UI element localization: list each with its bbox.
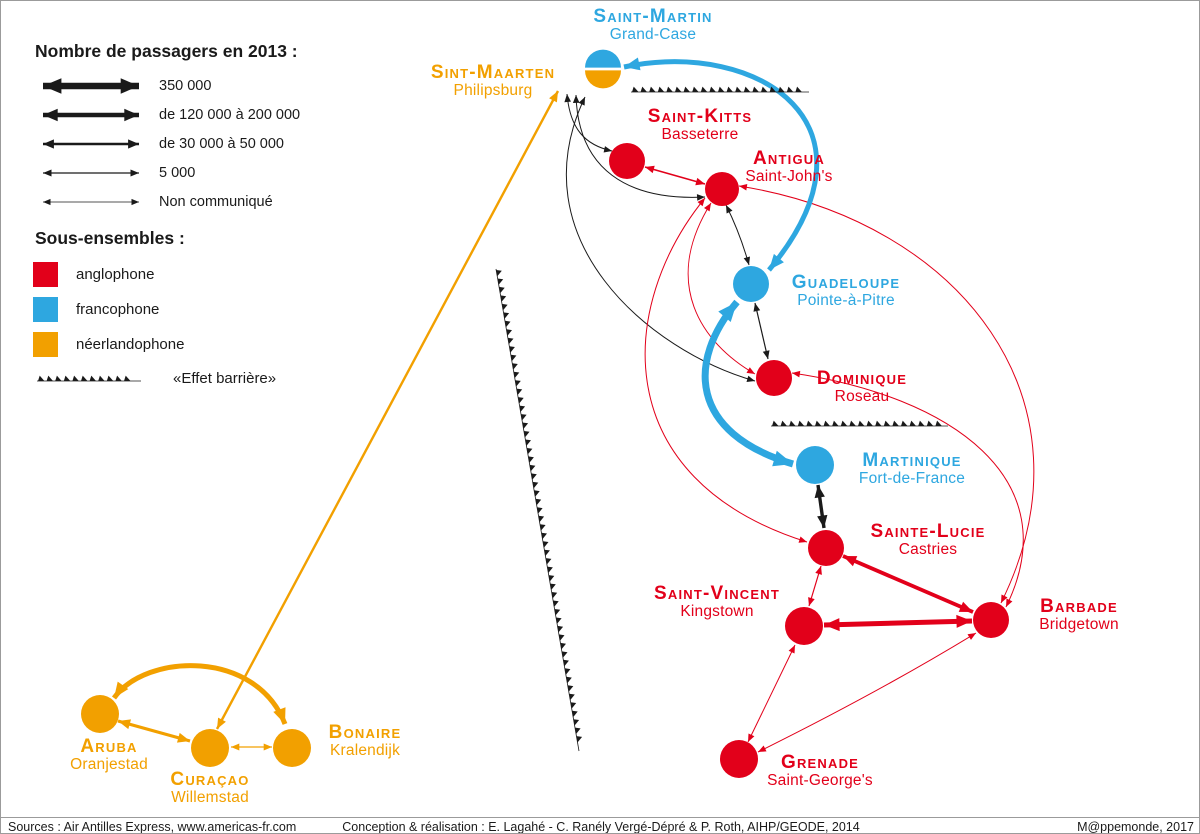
flow-guadeloupe/martinique <box>701 299 795 468</box>
anglophone-color-swatch <box>33 261 58 287</box>
footer-sources: Sources : Air Antilles Express, www.amer… <box>8 820 297 834</box>
flow-sainte-lucie/barbade <box>842 554 974 614</box>
legend-flow-row-0: 350 000 <box>33 74 333 98</box>
flow-curacao/bonaire <box>231 743 272 751</box>
barrier-long-diagonal <box>495 268 583 752</box>
barrier-saint-martin <box>631 86 809 93</box>
flow-antigua/barbade <box>738 184 1035 604</box>
flow-arrow-icon <box>43 139 139 149</box>
flow-arrow-icon <box>43 78 139 94</box>
barrier-zigzag-icon <box>37 375 141 382</box>
legend-flow-row-2: de 30 000 à 50 000 <box>33 132 333 156</box>
legend-barrier-row: «Effet barrière» <box>33 369 333 387</box>
legend-subset-row-néerlandophone: néerlandophone <box>33 329 333 359</box>
flow-martinique/sainte-lucie <box>814 484 828 529</box>
flow-sint-maarten/dominique <box>565 96 756 382</box>
flow-sint-maarten/curacao <box>215 90 560 730</box>
francophone-color-swatch <box>33 296 58 322</box>
legend-subset-label: néerlandophone <box>76 335 185 353</box>
flow-sint-maarten/antigua <box>572 94 706 201</box>
legend-flow-label: 350 000 <box>159 78 212 94</box>
node-saint-kitts <box>609 143 645 179</box>
flow-map-canvas <box>81 49 1035 778</box>
node-saint-vincent <box>785 607 823 645</box>
footer: Sources : Air Antilles Express, www.amer… <box>1 817 1199 834</box>
legend-flow-label: 5 000 <box>159 165 196 181</box>
node-antigua <box>705 172 739 206</box>
legend-flow-row-4: Non communiqué <box>33 190 333 214</box>
barrier-dominique <box>771 420 948 427</box>
footer-credits: Conception & réalisation : E. Lagahé - C… <box>342 820 860 834</box>
node-sainte-lucie <box>808 530 844 566</box>
legend-barrier-label: «Effet barrière» <box>173 369 277 387</box>
node-aruba <box>81 695 119 733</box>
footer-journal: M@ppemonde, 2017 <box>1077 820 1194 834</box>
legend-arrow-4 <box>43 198 139 206</box>
node-martinique <box>796 446 834 484</box>
legend-subset-row-anglophone: anglophone <box>33 259 333 289</box>
flow-sint-maarten/saint-kitts <box>564 93 613 153</box>
legend-subset-label: francophone <box>76 300 160 318</box>
flow-map: Saint-Martin Grand-Case Sint-Maarten Philip… <box>1 1 1199 817</box>
flow-saint-kitts/antigua <box>644 165 706 186</box>
flow-aruba/bonaire <box>111 663 288 725</box>
node-guadeloupe <box>733 266 769 302</box>
flow-arrow-icon <box>43 169 139 177</box>
legend-subset-row-francophone: francophone <box>33 294 333 324</box>
flow-guadeloupe/dominique <box>753 302 770 360</box>
node-dominique <box>756 360 792 396</box>
legend-flow-scale: 350 000 de 120 000 à 200 000 de 30 000 à 5… <box>23 74 333 214</box>
node-saint-martin <box>585 49 621 89</box>
flow-saint-martin/guadeloupe <box>623 57 820 272</box>
legend-title: Nombre de passagers en 2013 : <box>35 41 298 61</box>
legend-arrow-0 <box>43 78 139 94</box>
flow-arrow-icon <box>43 108 139 122</box>
legend-subsets-title: Sous-ensembles : <box>35 228 185 248</box>
legend-arrow-1 <box>43 108 139 122</box>
flow-arrow-icon <box>43 198 139 206</box>
node-bonaire <box>273 729 311 767</box>
flow-antigua/guadeloupe <box>725 204 750 266</box>
legend-zigzag <box>37 375 141 382</box>
legend-arrow-3 <box>43 169 139 177</box>
flow-dominique/barbade <box>791 370 1024 608</box>
node-grenade <box>720 740 758 778</box>
flow-antigua/dominique <box>687 202 756 375</box>
legend-subsets: anglophone francophone néerlandophone <box>23 259 333 359</box>
legend-flow-label: de 120 000 à 200 000 <box>159 107 301 123</box>
node-barbade <box>973 602 1009 638</box>
legend-subset-label: anglophone <box>76 265 155 283</box>
néerlandophone-color-swatch <box>33 331 58 357</box>
legend-flow-row-3: 5 000 <box>33 161 333 185</box>
flow-aruba/curacao <box>117 719 191 743</box>
legend-flow-row-1: de 120 000 à 200 000 <box>33 103 333 127</box>
flow-sainte-lucie/saint-vincent <box>808 565 822 607</box>
node-curacao <box>191 729 229 767</box>
flow-antigua/sainte-lucie <box>644 197 808 543</box>
flow-saint-vincent/grenade <box>747 644 796 743</box>
flow-grenade/barbade <box>757 632 977 753</box>
legend-flow-label: de 30 000 à 50 000 <box>159 136 284 152</box>
legend-arrow-2 <box>43 139 139 149</box>
legend-flow-label: Non communiqué <box>159 194 273 210</box>
flow-saint-vincent/barbade <box>823 614 973 632</box>
legend: Nombre de passagers en 2013 : 350 000 de … <box>23 41 333 392</box>
